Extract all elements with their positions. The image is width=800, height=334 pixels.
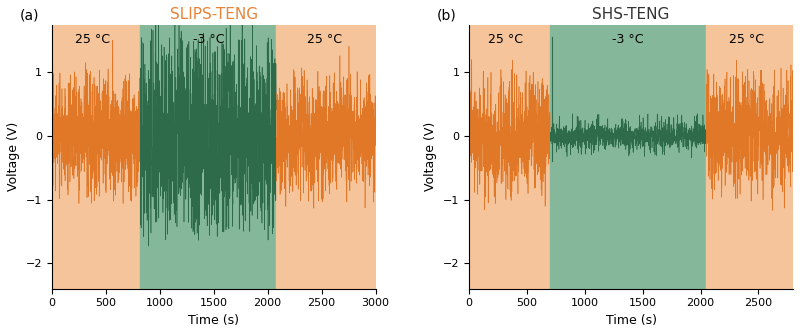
Title: SHS-TENG: SHS-TENG	[593, 7, 670, 22]
Bar	[52, 24, 140, 289]
Text: -3 °C: -3 °C	[613, 32, 644, 45]
Text: -3 °C: -3 °C	[193, 32, 224, 45]
Text: 25 °C: 25 °C	[487, 32, 522, 45]
Text: 25 °C: 25 °C	[75, 32, 110, 45]
Title: SLIPS-TENG: SLIPS-TENG	[170, 7, 258, 22]
Y-axis label: Voltage (V): Voltage (V)	[7, 122, 20, 191]
Text: (b): (b)	[437, 9, 457, 23]
X-axis label: Time (s): Time (s)	[188, 314, 239, 327]
Text: 25 °C: 25 °C	[730, 32, 764, 45]
Text: (a): (a)	[19, 9, 39, 23]
Bar	[706, 24, 793, 289]
Y-axis label: Voltage (V): Voltage (V)	[424, 122, 438, 191]
Text: 25 °C: 25 °C	[307, 32, 342, 45]
Bar	[550, 24, 706, 289]
X-axis label: Time (s): Time (s)	[606, 314, 657, 327]
Bar	[140, 24, 276, 289]
Bar	[276, 24, 376, 289]
Bar	[469, 24, 550, 289]
